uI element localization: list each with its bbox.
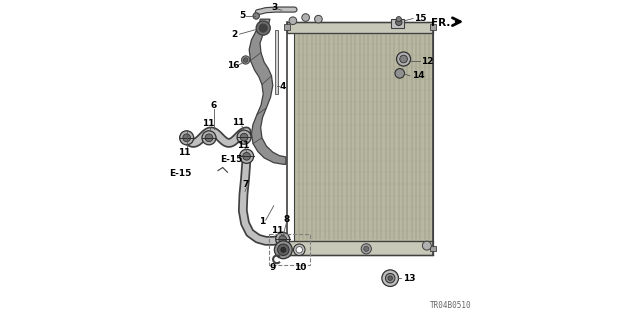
Circle shape (243, 152, 250, 160)
Circle shape (400, 55, 408, 63)
Text: 11: 11 (271, 226, 283, 235)
Text: 11: 11 (202, 119, 214, 128)
Circle shape (259, 24, 268, 32)
Text: 7: 7 (243, 180, 249, 189)
Circle shape (281, 247, 286, 252)
Circle shape (422, 241, 431, 250)
Circle shape (241, 56, 250, 64)
Text: 12: 12 (422, 57, 434, 66)
Circle shape (275, 241, 292, 259)
Text: 15: 15 (414, 14, 427, 23)
Text: 6: 6 (211, 101, 217, 110)
Polygon shape (287, 241, 433, 255)
Text: 2: 2 (232, 30, 237, 39)
Text: 16: 16 (227, 61, 239, 70)
Text: TR04B0510: TR04B0510 (430, 301, 472, 310)
Polygon shape (287, 22, 433, 33)
Circle shape (302, 14, 310, 21)
Circle shape (296, 247, 303, 253)
Bar (430, 24, 436, 30)
Circle shape (243, 58, 248, 62)
Text: 3: 3 (271, 3, 278, 11)
Text: 13: 13 (403, 274, 415, 283)
Circle shape (239, 149, 253, 163)
Bar (284, 246, 290, 251)
Polygon shape (294, 32, 433, 242)
Text: 1: 1 (259, 217, 265, 226)
Circle shape (256, 21, 270, 35)
Circle shape (294, 244, 305, 256)
Circle shape (397, 52, 411, 66)
Circle shape (240, 133, 248, 141)
Polygon shape (249, 19, 286, 164)
Circle shape (395, 69, 404, 78)
Text: 11: 11 (237, 141, 250, 150)
Text: 10: 10 (294, 263, 307, 272)
Circle shape (396, 17, 401, 22)
Bar (284, 24, 290, 30)
Text: 9: 9 (269, 263, 276, 272)
Circle shape (278, 244, 289, 256)
Circle shape (279, 235, 287, 243)
Text: E-15: E-15 (220, 155, 243, 164)
Circle shape (388, 276, 392, 280)
Circle shape (237, 130, 251, 144)
Circle shape (276, 232, 290, 246)
Circle shape (205, 134, 213, 142)
Circle shape (253, 13, 259, 19)
Text: 8: 8 (284, 215, 290, 224)
Circle shape (364, 246, 369, 251)
Bar (391, 19, 404, 28)
Circle shape (183, 134, 191, 142)
Circle shape (180, 131, 194, 145)
Bar (269, 234, 310, 265)
Text: 11: 11 (178, 148, 191, 157)
Circle shape (396, 19, 402, 26)
Circle shape (361, 244, 371, 254)
Circle shape (315, 15, 322, 23)
Bar (275, 30, 278, 94)
Text: 11: 11 (232, 118, 245, 127)
Circle shape (289, 17, 297, 25)
Bar (430, 246, 436, 251)
Circle shape (382, 270, 399, 286)
Text: E-15: E-15 (169, 169, 191, 178)
Text: 4: 4 (279, 82, 285, 91)
Text: 5: 5 (239, 11, 246, 20)
Circle shape (385, 273, 395, 283)
Circle shape (202, 131, 216, 145)
Text: 14: 14 (412, 71, 424, 80)
Text: FR.: FR. (431, 18, 451, 28)
